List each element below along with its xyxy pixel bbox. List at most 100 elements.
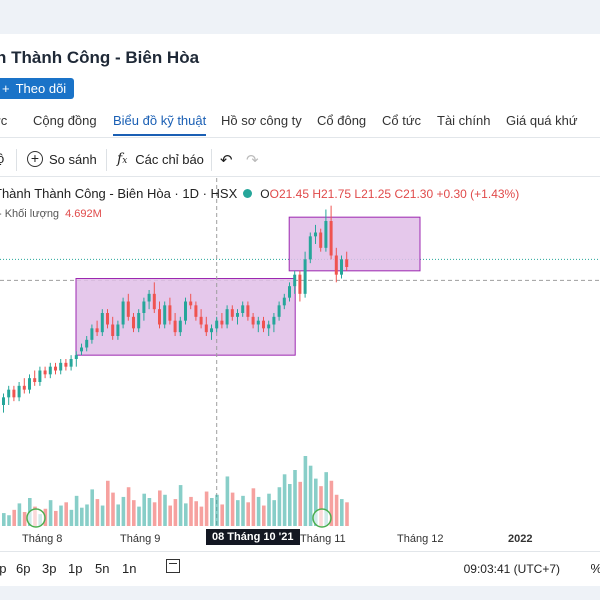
candle-body [69,359,73,367]
candle-body [251,316,255,325]
range-button[interactable]: 5n [95,561,110,576]
candle-body [142,301,146,313]
candle-body [272,316,276,325]
tab-company-profile[interactable]: Hồ sơ công ty [221,113,302,128]
volume-bar [152,502,157,526]
candle-body [152,293,156,310]
volume-bar [293,470,297,526]
market-status-icon [243,189,253,198]
candle-body [80,347,83,352]
candle-body [147,293,151,302]
volume-bar [329,480,334,526]
follow-button[interactable]: + Theo dõi [0,78,75,99]
tab-shareholders[interactable]: Cổ đông [317,113,367,128]
volume-bar [303,456,308,526]
candle-body [137,313,141,329]
range-button[interactable]: 6p [0,561,7,576]
volume-bar [282,474,287,526]
tab-community[interactable]: Cộng đồng [33,113,97,128]
percent-toggle[interactable]: % [590,561,600,576]
candle-body [225,309,229,325]
candle-body [116,324,120,336]
tab-dividends[interactable]: Cổ tức [382,113,422,128]
fx-icon: fx [117,151,128,167]
candle-body [132,316,135,329]
candle-body [163,305,167,325]
volume-bar [199,506,204,526]
tab-technical-chart[interactable]: Biểu đồ kỹ thuật [113,113,207,136]
candle-body [314,232,317,237]
volume-bar [262,505,266,526]
tab-financials[interactable]: Tài chính [437,113,491,128]
candle-body [293,274,297,287]
candle-body [85,339,89,348]
candle-body [340,259,343,275]
volume-bar [272,500,276,526]
range-button[interactable]: 1n [122,561,137,576]
candle-body [90,328,94,340]
volume-bar [2,513,6,526]
candle-body [319,232,323,248]
price-chart[interactable] [0,178,600,530]
volume-bar [22,512,27,526]
crosshair-date-label: 08 Tháng 10 '21 [206,529,300,545]
candle-body [194,305,198,317]
candle-body [230,309,234,317]
range-button[interactable]: 6p [16,561,31,576]
x-tick-label: Tháng 8 [22,533,63,545]
candle-body [158,309,161,325]
redo-icon[interactable]: ↷ [246,152,259,169]
volume-bar [59,505,63,526]
bottom-divider [0,551,600,552]
volume-bar [69,509,74,526]
candle-body [324,221,328,248]
volume-bar [236,500,240,526]
volume-bar [215,494,219,526]
volume-bar [142,493,146,526]
volume-bar [17,503,22,526]
company-title: n Thành Công - Biên Hòa [0,48,200,67]
indicators-button[interactable]: fx Các chỉ báo [117,151,204,167]
candle-body [204,324,208,333]
volume-bar [48,500,53,526]
volume-bar [246,502,250,526]
indicators-label: Các chỉ báo [135,151,204,167]
toolbar-separator [106,149,107,171]
interval-selector[interactable]: ộ [0,151,5,166]
volume-bar [314,478,318,526]
undo-icon[interactable]: ↶ [220,152,233,169]
volume-bar [267,493,271,526]
candle-body [308,236,312,260]
range-button[interactable]: 1p [68,561,83,576]
volume-bar [64,502,68,526]
volume-bar [163,494,167,526]
volume-bar [111,492,115,526]
plus-icon: + [2,81,10,96]
volume-bar [298,481,302,526]
x-tick-label: Tháng 9 [120,533,161,545]
candle-body [189,301,193,306]
volume-bar [90,489,94,526]
top-navigation-bar [0,0,600,34]
range-button[interactable]: 3p [42,561,57,576]
tab-price-history[interactable]: Giá quá khứ [506,113,578,128]
tab-news[interactable]: ức [0,113,8,128]
candle-body [59,362,63,371]
calendar-icon[interactable] [166,559,180,573]
candle-body [95,328,99,333]
candle-body [28,378,31,390]
compare-button[interactable]: + So sánh [27,151,97,167]
volume-bar [241,495,245,526]
event-marker-icon [26,508,46,528]
volume-label: - Khối lượng [0,208,60,220]
volume-bar [168,505,172,526]
candle-body [111,324,115,336]
volume-bar [147,498,152,526]
volume-bar [308,465,313,526]
candle-body [220,320,224,325]
close-value: C21.30 [394,187,434,201]
x-tick-label: 2022 [508,533,533,545]
volume-bar [95,499,100,526]
event-marker-icon [312,508,332,528]
toolbar-separator [211,149,212,171]
